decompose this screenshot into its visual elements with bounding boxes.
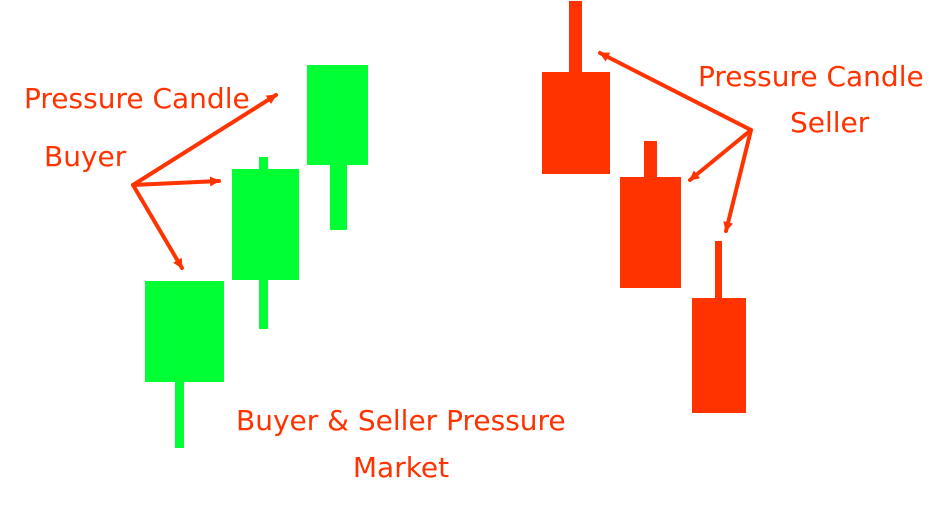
arrow-icon — [131, 176, 221, 187]
arrow-icon — [131, 183, 184, 270]
seller-candle-2 — [620, 141, 681, 288]
buyer-candle-3-wick — [330, 160, 347, 230]
seller-arrows — [598, 51, 753, 233]
arrow-icon — [688, 128, 753, 182]
buyer-subtitle: Buyer — [44, 140, 127, 173]
buyer-candles — [145, 65, 368, 448]
seller-candle-1-wick — [569, 1, 582, 76]
seller-candle-3 — [692, 241, 746, 413]
buyer-candle-2 — [232, 157, 299, 329]
seller-candle-1-body — [542, 72, 610, 174]
buyer-candle-2-body — [232, 169, 299, 280]
market-line-1: Buyer & Seller Pressure — [236, 404, 566, 437]
buyer-candle-3 — [307, 65, 368, 230]
seller-candle-2-wick — [644, 141, 657, 181]
seller-subtitle: Seller — [790, 106, 870, 139]
buyer-candle-1-body — [145, 281, 224, 382]
arrow-icon — [598, 51, 753, 132]
buyer-candle-1-wick — [175, 380, 184, 448]
buyer-title: Pressure Candle — [24, 82, 250, 115]
seller-candle-3-wick — [715, 241, 722, 301]
buyer-candle-3-body — [307, 65, 368, 165]
buyer-arrows — [131, 93, 278, 270]
market-line-2: Market — [352, 451, 450, 484]
buyer-candle-1 — [145, 281, 224, 448]
seller-candle-1 — [542, 1, 610, 174]
seller-candle-3-body — [692, 298, 746, 413]
arrow-icon — [131, 93, 278, 187]
seller-candle-2-body — [620, 177, 681, 288]
seller-title: Pressure Candle — [698, 60, 924, 93]
arrow-icon — [723, 128, 753, 233]
seller-candles — [542, 1, 746, 413]
